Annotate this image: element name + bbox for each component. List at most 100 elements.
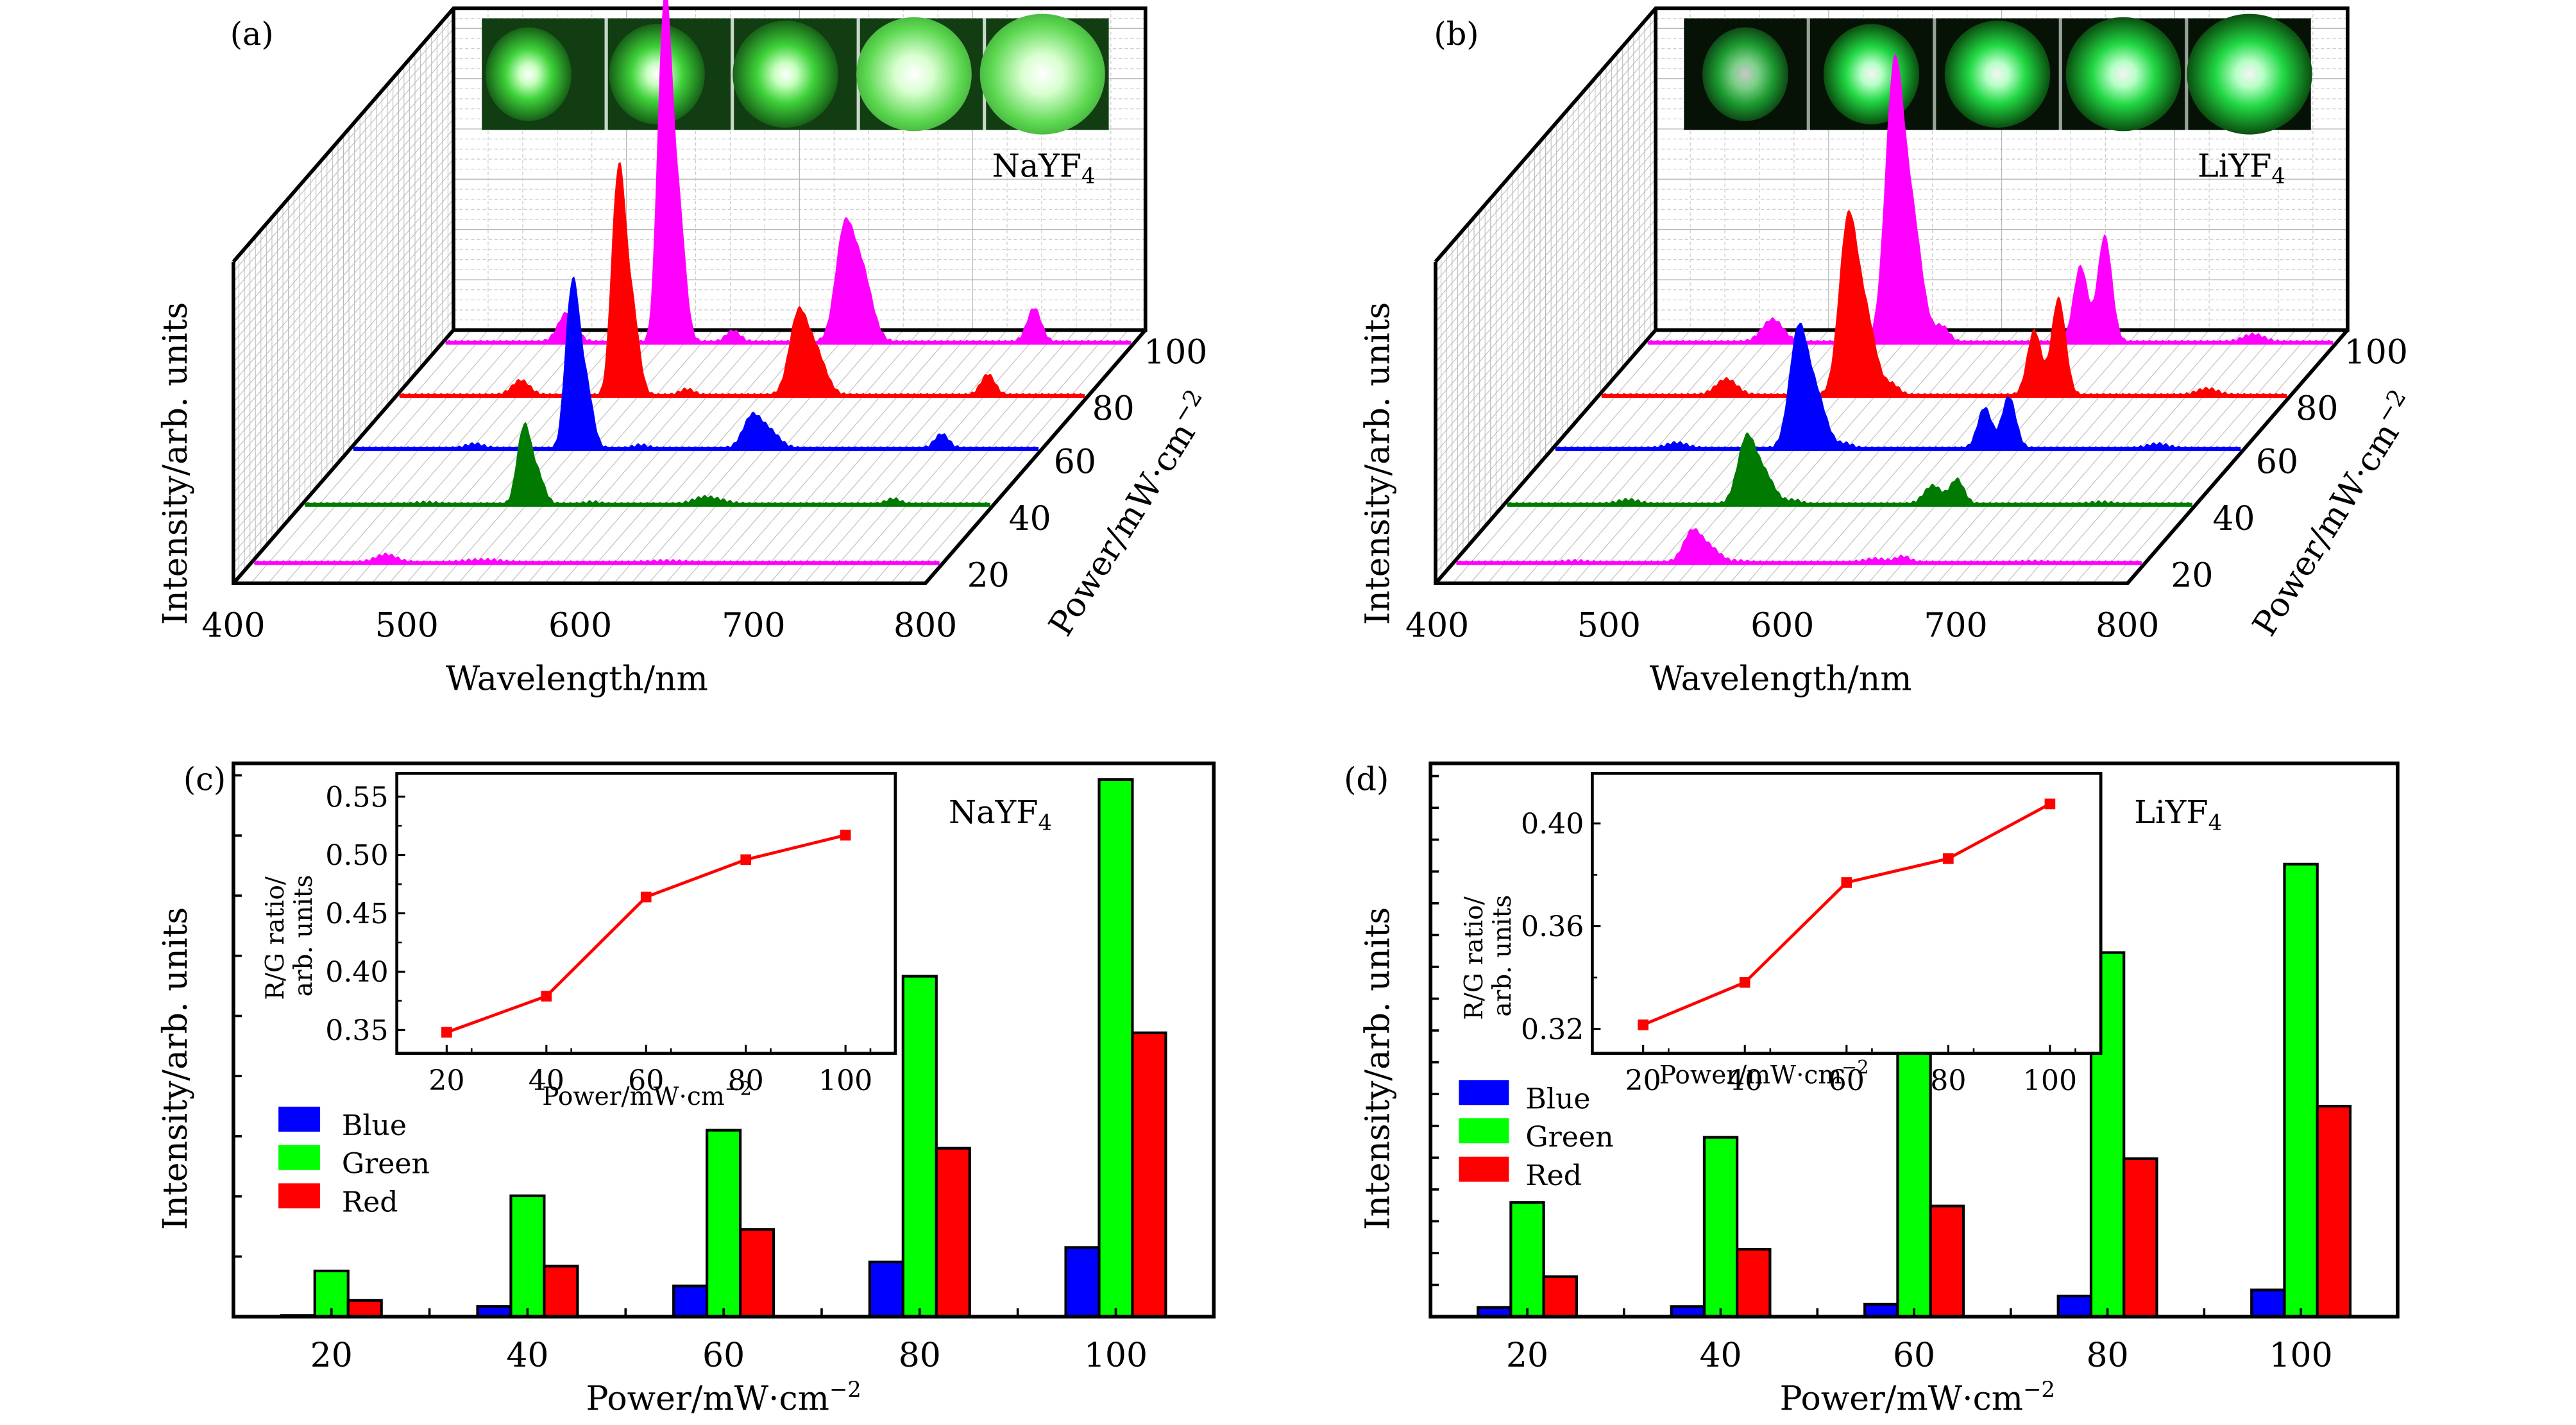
inset-y-tick-label: 0.40 xyxy=(325,956,388,989)
floor-gridline xyxy=(1763,329,1985,584)
side-wall-gridline xyxy=(233,320,454,574)
side-wall-gridline xyxy=(1435,78,1656,332)
floor-gridline xyxy=(2092,329,2314,584)
inset-rg-ratio: 20 40 60 80 100 0.35 0.40 0.45 0.50 0.55 xyxy=(325,771,897,1097)
x-tick-label: 500 xyxy=(1577,606,1641,645)
material-label-liyf4: LiYF4 xyxy=(2134,794,2222,835)
bar-red-100 xyxy=(1131,1031,1167,1318)
inset-y-axis-title-line1: R/G ratio/ xyxy=(261,876,290,1000)
bar-blue-100 xyxy=(1064,1246,1101,1318)
emission-spot-photo xyxy=(2187,13,2312,135)
side-wall-gridline xyxy=(233,189,454,443)
floor-gridline xyxy=(734,329,956,584)
inset-x-axis-title: Power/mW·cm−2 xyxy=(542,1078,752,1112)
plot-frame xyxy=(1428,761,2400,1319)
x-tick-label: 20 xyxy=(1506,1336,1548,1375)
x-tick-label: 40 xyxy=(1699,1336,1741,1375)
side-wall-gridline xyxy=(233,178,454,433)
power-tick-label: 60 xyxy=(1054,443,1096,482)
emission-spot-photo xyxy=(485,27,572,121)
spectrum-40 xyxy=(304,422,990,506)
material-label-nayf4: NaYF4 xyxy=(992,147,1096,188)
side-wall-gridline xyxy=(1435,118,1656,373)
side-wall-gridline xyxy=(1435,158,1656,413)
floor-gridline xyxy=(1815,329,2037,584)
bar-green-80 xyxy=(901,975,938,1318)
inset-x-tick-label: 80 xyxy=(728,1064,764,1097)
inset-ratio-point xyxy=(1739,977,1750,988)
inset-ratio-point xyxy=(840,830,851,841)
legend-swatch-blue xyxy=(1459,1080,1509,1105)
floor-gridline xyxy=(2040,329,2262,584)
x-tick-labels: 20 40 60 80 100 xyxy=(1506,1336,2333,1375)
inset-ratio-point xyxy=(1841,877,1852,888)
material-label-nayf4: NaYF4 xyxy=(949,794,1052,835)
side-wall-gridline xyxy=(233,38,454,293)
bar-green-100 xyxy=(1097,778,1134,1318)
bar-red-40 xyxy=(543,1265,579,1318)
floor-gridline xyxy=(1712,329,1933,584)
power-tick-label: 80 xyxy=(2296,390,2338,429)
side-wall-gridline xyxy=(233,269,454,524)
inset-x-tick-label: 60 xyxy=(628,1064,664,1097)
x-tick-label: 600 xyxy=(548,606,612,645)
inset-frame xyxy=(395,771,897,1055)
side-wall-gridline xyxy=(233,158,454,413)
inset-y-tick-label: 0.36 xyxy=(1521,910,1584,943)
side-wall-gridline xyxy=(233,169,454,423)
side-wall-gridline xyxy=(233,309,454,564)
power-tick-label: 100 xyxy=(2344,333,2408,371)
emission-spot-photo xyxy=(1823,24,1920,124)
side-wall-gridline xyxy=(1435,189,1656,443)
side-wall-gridline xyxy=(233,118,454,373)
bar-green-60 xyxy=(1896,1048,1932,1318)
inset-rg-ratio: 20 40 60 80 100 0.32 0.36 0.40 xyxy=(1521,771,2103,1097)
x-tick-label: 20 xyxy=(310,1336,353,1375)
x-axis-title: Power/mW·cm−2 xyxy=(1780,1377,2055,1419)
side-wall-gridline xyxy=(1435,219,1656,474)
floor-gridline xyxy=(2110,329,2331,584)
floor-gridline xyxy=(1487,329,1708,584)
x-tick-label: 600 xyxy=(1750,606,1814,645)
power-tick-label: 20 xyxy=(967,556,1010,595)
side-wall-gridline xyxy=(1435,28,1656,282)
floor-gridline xyxy=(579,329,800,584)
emission-spot-photo xyxy=(609,24,705,124)
side-wall-gridline xyxy=(1435,108,1656,363)
side-wall-gridline xyxy=(1435,299,1656,554)
plot-frame xyxy=(232,761,1216,1319)
bar-red-40 xyxy=(1736,1247,1772,1318)
bar-green-40 xyxy=(1702,1136,1739,1318)
side-wall-gridline xyxy=(1435,269,1656,524)
floor-gridline xyxy=(527,329,748,584)
inset-ratio-point xyxy=(541,991,552,1002)
side-wall-gridline xyxy=(233,88,454,343)
panel-b-3d-spectra: (b) LiYF4 400 500 600 700 800 20 40 60 8… xyxy=(1359,6,2412,698)
power-tick-label: 100 xyxy=(1144,333,1207,371)
inset-x-tick-label: 60 xyxy=(1829,1064,1865,1097)
floor-gridline xyxy=(319,329,541,584)
inset-x-tick-label: 100 xyxy=(818,1064,872,1097)
legend-label-green: Green xyxy=(342,1148,430,1181)
emission-photo-strip xyxy=(482,13,1109,135)
floor-gridline xyxy=(648,329,869,584)
inset-ratio-point xyxy=(2044,798,2056,810)
floor-gridline xyxy=(561,329,783,584)
legend-label-red: Red xyxy=(342,1186,398,1219)
floor-gridline xyxy=(1988,329,2210,584)
bar-green-20 xyxy=(1509,1201,1545,1318)
axes xyxy=(1428,761,2400,1319)
floor-gridline xyxy=(1539,329,1760,584)
floor-gridline xyxy=(492,329,713,584)
floor-gridline xyxy=(1936,329,2158,584)
side-wall-gridline xyxy=(1435,199,1656,453)
floor-gridline xyxy=(267,329,489,584)
bar-blue-80 xyxy=(868,1260,904,1318)
legend-label-red: Red xyxy=(1525,1159,1582,1192)
axis-frame-back xyxy=(1434,6,2350,585)
side-wall-gridline xyxy=(233,28,454,282)
inset-y-tick-label: 0.32 xyxy=(1521,1013,1584,1046)
x-tick-label: 400 xyxy=(201,606,265,645)
x-axis-title: Wavelength/nm xyxy=(1650,660,1912,698)
